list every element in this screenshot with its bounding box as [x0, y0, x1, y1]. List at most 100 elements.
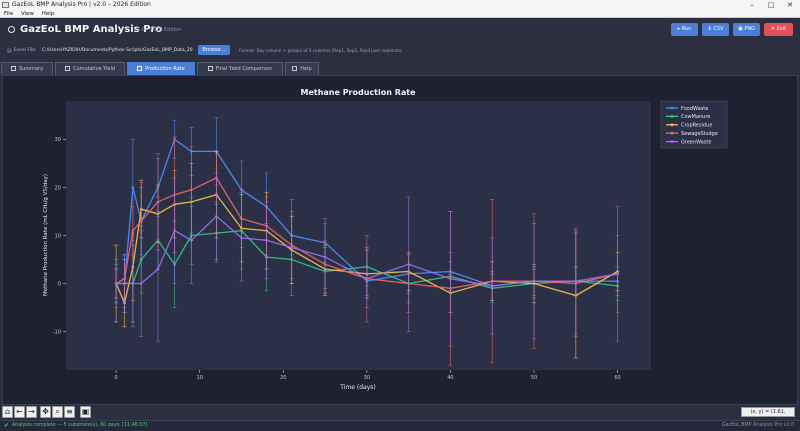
tab-cumulative-yield-label: Cumulative Yield — [72, 66, 116, 72]
status-bar: ✔ Analysis complete — 5 substrate(s), 60… — [0, 420, 800, 431]
menu-view[interactable]: View — [20, 11, 35, 17]
tab-production-rate-label: Production Rate — [145, 66, 185, 72]
csv-button[interactable]: ⬇ CSV — [702, 23, 729, 36]
window-close-button[interactable]: ✕ — [787, 1, 793, 9]
app-header: GazEoL BMP Analysis Pro v2.0 · 2026 Edit… — [0, 18, 800, 60]
check-icon: ✔ — [4, 422, 10, 429]
menu-help[interactable]: Help — [41, 11, 55, 17]
data-point — [139, 219, 143, 223]
x-tick-label: 30 — [364, 375, 370, 381]
window-title: GazEoL BMP Analysis Pro | v2.0 – 2026 Ed… — [12, 1, 151, 8]
tab-help-label: Help — [300, 66, 312, 72]
format-hint: Format: Day column + groups of 3 columns… — [239, 48, 402, 53]
tab-final-yield-comparison[interactable]: Final Yield Comparison — [197, 62, 283, 75]
tab-help[interactable]: Help — [285, 62, 319, 75]
data-point — [215, 214, 218, 218]
save-icon[interactable]: ▣ — [80, 406, 91, 418]
data-point — [532, 279, 536, 283]
help-icon — [292, 65, 298, 71]
y-tick-label: 10 — [55, 233, 61, 239]
data-point — [190, 239, 193, 242]
y-tick-label: 20 — [55, 185, 61, 191]
data-point — [131, 186, 135, 189]
data-point — [323, 255, 327, 259]
chart-icon — [64, 65, 70, 71]
data-point — [616, 272, 619, 276]
production-rate-chart: Methane Production Rate 0 10 20 30 40 50 60 -10… — [43, 88, 728, 391]
excel-file-label: Excel File: — [14, 48, 37, 53]
minimize-button[interactable]: – — [750, 1, 754, 9]
y-tick-label: 0 — [58, 281, 61, 287]
app-title: GazEoL BMP Analysis Pro — [20, 24, 163, 35]
data-point — [407, 263, 410, 266]
legend-marker — [670, 106, 674, 110]
tab-summary[interactable]: Summary — [1, 62, 53, 75]
x-tick-label: 60 — [614, 375, 620, 381]
browse-button[interactable]: Browse… — [198, 45, 230, 55]
zoom-icon[interactable]: ⌕ — [52, 406, 63, 418]
x-tick-label: 20 — [280, 375, 286, 381]
status-text: Analysis complete — 5 substrate(s), 60 d… — [12, 423, 148, 428]
data-point — [574, 279, 578, 283]
data-point — [290, 246, 293, 249]
chart-icon — [137, 65, 143, 71]
legend-label: GreenWaste — [681, 139, 711, 145]
exit-button[interactable]: ✕ Exit — [764, 23, 793, 36]
legend-marker — [670, 140, 674, 143]
y-tick-label: -10 — [53, 329, 61, 335]
legend-marker — [670, 123, 674, 127]
data-point — [240, 236, 243, 240]
pan-icon[interactable]: ✥ — [40, 406, 51, 418]
data-point — [173, 229, 176, 232]
app-version: v2.0 · 2026 Edition — [134, 27, 182, 33]
tab-bar: Summary Cumulative Yield Production Rate… — [0, 61, 800, 75]
x-tick-label: 0 — [115, 375, 118, 381]
legend-label: CowManure — [681, 114, 710, 120]
bar-chart-icon — [207, 65, 213, 71]
y-tick-label: 30 — [55, 137, 61, 143]
excel-path-field[interactable]: C:/Users/YAZIDIH/Documents/Python Script… — [42, 48, 193, 53]
window-titlebar: GazEoL BMP Analysis Pro | v2.0 – 2026 Ed… — [0, 0, 800, 10]
tab-summary-label: Summary — [18, 66, 44, 72]
file-icon: ▤ — [7, 48, 12, 54]
data-point — [156, 267, 160, 271]
tab-cumulative-yield[interactable]: Cumulative Yield — [55, 62, 125, 75]
app-icon — [2, 2, 9, 8]
data-point — [131, 229, 135, 232]
data-point — [490, 284, 494, 288]
summary-icon — [10, 65, 16, 71]
tab-production-rate[interactable]: Production Rate — [127, 62, 195, 75]
x-tick-label: 50 — [531, 375, 537, 381]
data-point — [449, 277, 452, 281]
data-point — [265, 239, 268, 242]
forward-icon[interactable]: → — [26, 406, 37, 418]
data-point — [114, 282, 118, 285]
home-icon[interactable]: ⌂ — [2, 406, 13, 418]
y-axis-label: Methane Production Rate (mL CH₄/g VS/day… — [43, 174, 49, 296]
menu-bar: File View Help — [0, 10, 800, 18]
chart-legend: FoodWaste CowManure CropResidue SewageSludg… — [660, 100, 728, 149]
configure-icon[interactable]: ≡ — [64, 406, 75, 418]
run-button[interactable]: ▸ Run — [671, 23, 698, 36]
menu-file[interactable]: File — [4, 11, 14, 17]
png-button[interactable]: ▣ PNG — [733, 23, 760, 36]
data-point — [131, 282, 135, 285]
plot-area — [66, 101, 651, 370]
legend-marker — [670, 115, 674, 118]
x-axis-label: Time (days) — [339, 384, 375, 391]
legend-label: SewageSludge — [681, 131, 718, 137]
maximize-button[interactable]: □ — [767, 1, 775, 9]
x-tick-label: 10 — [197, 375, 203, 381]
series-greenwaste — [114, 172, 620, 347]
chart-panel: Methane Production Rate 0 10 20 30 40 50 60 -10… — [2, 75, 798, 405]
back-icon[interactable]: ← — [14, 406, 25, 418]
chart-title: Methane Production Rate — [300, 88, 416, 97]
coordinate-readout: (x, y) = (1.61, 32.30) — [741, 407, 795, 423]
plot-toolbar: ⌂ ← → ✥ ⌕ ≡ ▣ — [2, 406, 92, 419]
data-point — [123, 282, 126, 285]
data-point — [365, 277, 369, 281]
x-tick-label: 40 — [447, 375, 453, 381]
legend-label: CropResidue — [681, 123, 712, 129]
legend-label: FoodWaste — [681, 106, 708, 112]
legend-marker — [670, 131, 674, 135]
